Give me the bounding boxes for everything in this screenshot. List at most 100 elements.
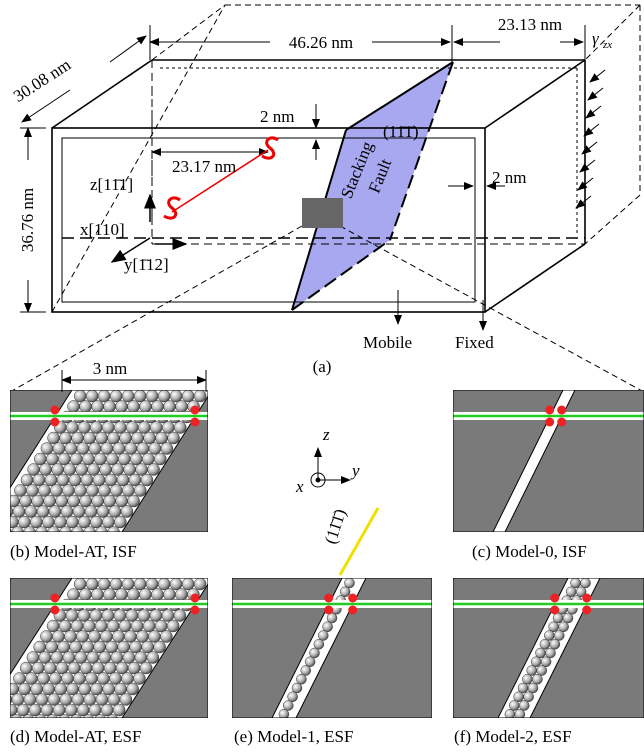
- atom: [84, 694, 96, 706]
- atom: [120, 694, 132, 706]
- atom: [514, 692, 524, 702]
- atom: [528, 683, 538, 693]
- atom: [58, 641, 70, 653]
- atom: [162, 422, 174, 434]
- atom: [108, 694, 120, 706]
- atom: [64, 631, 76, 643]
- atom: [345, 578, 355, 588]
- atom: [74, 578, 86, 590]
- atom: [72, 527, 84, 539]
- atom: [40, 464, 52, 476]
- atom: [34, 453, 46, 465]
- atom: [134, 485, 146, 497]
- plane-label: (11̄1̄): [383, 122, 419, 141]
- atom: [97, 506, 109, 518]
- atom: [127, 589, 139, 601]
- atom: [60, 527, 72, 539]
- atom: [13, 506, 25, 518]
- caption-f: (f) Model-2, ESF: [454, 727, 572, 746]
- caption-c: (c) Model-0, ISF: [472, 542, 587, 561]
- atom: [50, 485, 62, 497]
- atom: [340, 587, 350, 597]
- atom: [24, 527, 36, 539]
- atom: [90, 610, 102, 622]
- atom: [76, 464, 88, 476]
- atom: [121, 506, 133, 518]
- panel: [453, 578, 644, 719]
- mobile-label: Mobile: [363, 333, 412, 352]
- atom: [141, 474, 153, 486]
- atom: [98, 390, 110, 402]
- atom: [68, 495, 80, 507]
- atom: [554, 631, 564, 641]
- atom: [122, 578, 134, 590]
- atom: [72, 432, 84, 444]
- red-atom: [324, 606, 333, 615]
- atom: [52, 631, 64, 643]
- shear-arrows: [576, 70, 605, 208]
- dim-height: 36.76 nm: [18, 188, 37, 252]
- atom: [536, 648, 546, 658]
- atom: [114, 610, 126, 622]
- atom: [85, 673, 97, 685]
- axis-x: x[110]: [80, 220, 125, 239]
- atom: [110, 578, 122, 590]
- atom: [40, 631, 52, 643]
- atom: [60, 694, 72, 706]
- red-atom: [545, 406, 554, 415]
- main-caption: (a): [313, 357, 332, 376]
- atom: [106, 715, 118, 727]
- atom: [68, 662, 80, 674]
- atom: [142, 641, 154, 653]
- atom: [123, 652, 135, 664]
- atom: [61, 506, 73, 518]
- atom: [147, 652, 159, 664]
- atom: [73, 506, 85, 518]
- atom: [0, 704, 5, 716]
- atom: [80, 662, 92, 674]
- red-atom: [190, 406, 199, 415]
- atom: [301, 666, 311, 676]
- atom: [120, 432, 132, 444]
- atom: [41, 443, 53, 455]
- atom: [154, 641, 166, 653]
- triad-x: x: [295, 477, 304, 496]
- atom: [90, 516, 102, 528]
- gamma-sub: zx: [602, 39, 612, 51]
- atom: [77, 704, 89, 716]
- atom: [53, 704, 65, 716]
- atom: [46, 715, 58, 727]
- atom: [126, 422, 138, 434]
- atom: [154, 453, 166, 465]
- atom: [73, 673, 85, 685]
- atom: [82, 453, 94, 465]
- atom: [150, 610, 162, 622]
- atom: [66, 422, 78, 434]
- atom: [124, 631, 136, 643]
- atom: [176, 401, 188, 413]
- atom: [167, 620, 179, 632]
- atom: [57, 474, 69, 486]
- atom: [112, 464, 124, 476]
- dim-shear: 23.13 nm: [498, 15, 562, 34]
- shear-arrow: [580, 160, 595, 172]
- atom: [114, 422, 126, 434]
- atom: [84, 527, 96, 539]
- atom: [70, 641, 82, 653]
- red-atom: [348, 606, 357, 615]
- red-atom: [550, 594, 559, 603]
- atom: [566, 587, 576, 597]
- atom: [126, 610, 138, 622]
- atom: [92, 401, 104, 413]
- atom: [87, 652, 99, 664]
- atom: [102, 516, 114, 528]
- atom: [82, 641, 94, 653]
- panel: [0, 578, 212, 727]
- atom: [37, 673, 49, 685]
- red-atom: [190, 594, 199, 603]
- atom: [89, 704, 101, 716]
- atom: [125, 443, 137, 455]
- atom: [53, 443, 65, 455]
- atom: [124, 464, 136, 476]
- red-atom: [50, 418, 59, 427]
